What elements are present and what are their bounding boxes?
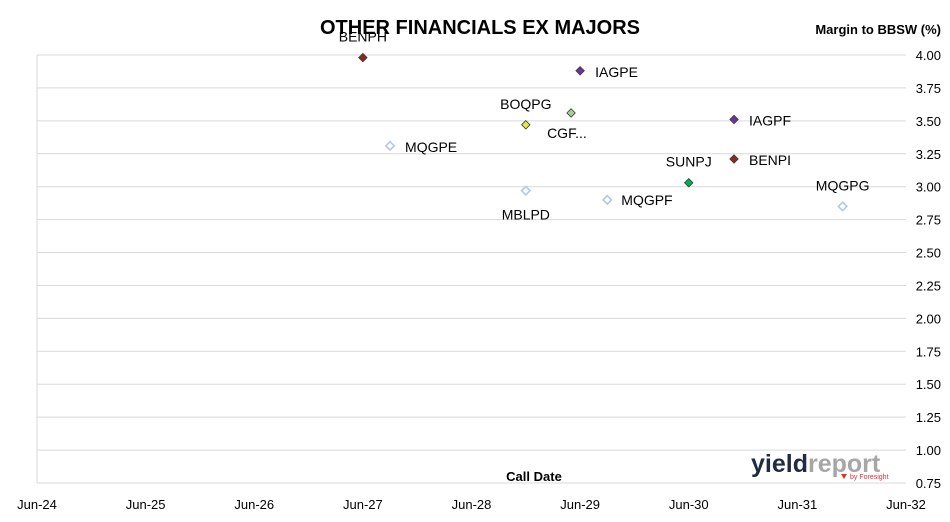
x-tick-label: Jun-31 (778, 497, 818, 512)
y-tick-label: 2.00 (916, 311, 941, 326)
logo-text-report: report (808, 450, 881, 478)
point-label: MBLPD (502, 207, 550, 223)
point-marker (358, 52, 368, 63)
point-marker (520, 185, 532, 196)
y-axis-ticks: 0.75 1.00 1.25 1.50 1.75 2.00 2.25 2.50 2.75 3.00… (916, 48, 941, 491)
x-axis-label: Call Date (506, 469, 562, 484)
point-marker (601, 194, 613, 206)
point-label: MQGPE (405, 139, 457, 155)
y-tick-label: 2.50 (916, 246, 941, 261)
point-marker (729, 154, 739, 164)
point-label: MQGPG (816, 177, 870, 193)
logo-subtext: by Foresight (850, 474, 889, 481)
point-label: IAGPF (749, 113, 791, 129)
y-tick-label: 1.25 (916, 410, 941, 425)
x-tick-label: Jun-29 (560, 497, 600, 512)
point-label: BOQPG (500, 96, 551, 112)
data-points (358, 52, 848, 212)
logo-text-yield: yield (751, 450, 808, 478)
point-marker (521, 120, 531, 130)
gridlines (37, 54, 906, 484)
point-label: IAGPE (595, 64, 638, 80)
svg-text:yieldreport: yieldreport (751, 450, 881, 478)
y-tick-label: 3.50 (916, 114, 941, 129)
x-axis-ticks: Jun-24 Jun-25 Jun-26 Jun-27 Jun-28 Jun-29 Jun-… (17, 497, 926, 512)
y-tick-label: 1.75 (916, 344, 941, 359)
y-tick-label: 1.00 (916, 443, 941, 458)
point-marker (683, 177, 694, 188)
point-label: SUNPJ (666, 154, 712, 170)
y-tick-label: 3.25 (916, 147, 941, 162)
chart-title: OTHER FINANCIALS EX MAJORS (320, 17, 640, 39)
x-tick-label: Jun-30 (669, 497, 709, 512)
y-tick-label: 4.00 (916, 48, 941, 63)
point-marker (384, 140, 396, 152)
point-labels: BENPH IAGPE CGF... BOQPG IAGPF MQGPE BENPI SUNP… (339, 29, 870, 223)
logo-arrow-icon (841, 474, 847, 479)
point-label: BENPH (339, 29, 387, 45)
y-tick-label: 3.75 (916, 81, 941, 96)
y-tick-label: 3.00 (916, 180, 941, 195)
point-label: CGF... (547, 125, 587, 141)
x-tick-label: Jun-32 (886, 497, 926, 512)
x-tick-label: Jun-26 (234, 497, 274, 512)
point-marker (575, 66, 585, 76)
y-tick-label: 0.75 (916, 476, 941, 491)
point-label: MQGPF (621, 192, 672, 208)
x-tick-label: Jun-28 (452, 497, 492, 512)
point-marker (566, 108, 576, 118)
y-tick-label: 2.75 (916, 213, 941, 228)
x-tick-label: Jun-25 (126, 497, 166, 512)
y-tick-label: 2.25 (916, 278, 941, 293)
y-tick-label: 1.50 (916, 377, 941, 392)
x-tick-label: Jun-27 (343, 497, 383, 512)
yieldreport-logo: yieldreport by Foresight (751, 450, 889, 481)
point-marker (837, 201, 848, 212)
y-axis-label: Margin to BBSW (%) (815, 22, 941, 37)
x-tick-label: Jun-24 (17, 497, 57, 512)
point-label: BENPI (749, 152, 791, 168)
point-marker (729, 114, 739, 125)
